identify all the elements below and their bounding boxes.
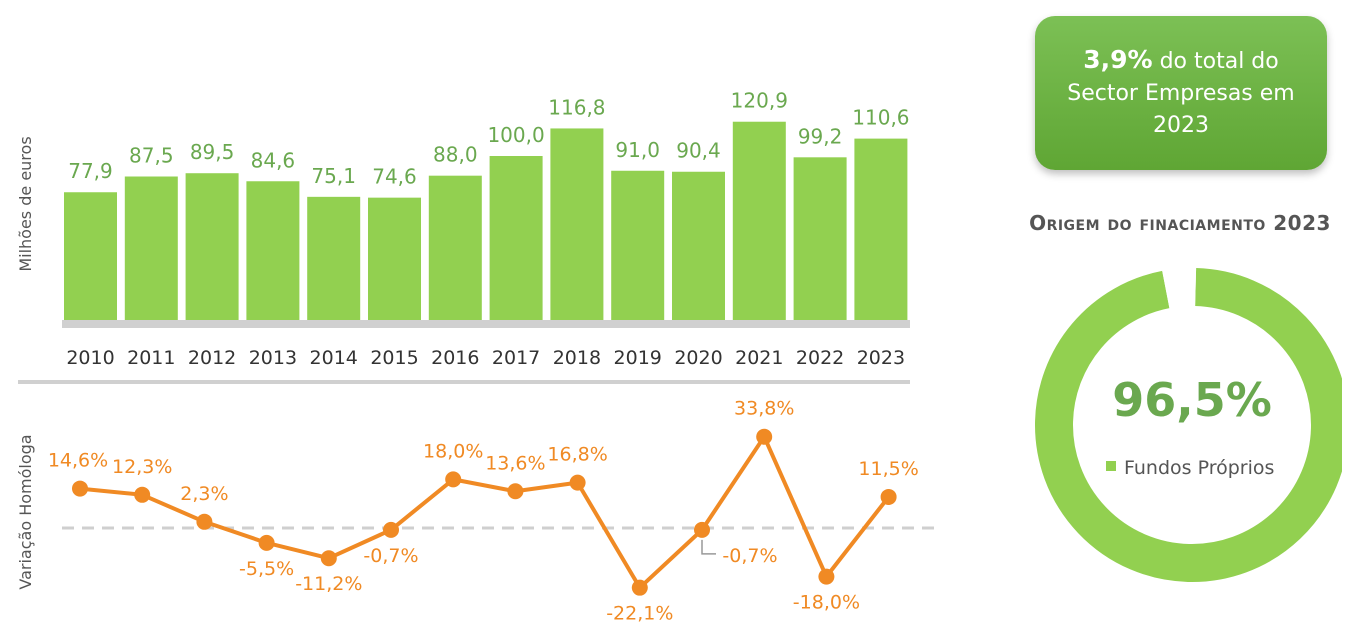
bar-2010 xyxy=(64,192,117,320)
variation-point-2010 xyxy=(72,480,88,497)
year-tick-label: 2015 xyxy=(370,347,418,369)
legend-swatch xyxy=(1106,461,1116,471)
variation-label: -18,0% xyxy=(793,592,860,614)
variation-point-2011 xyxy=(134,486,151,503)
variation-label: -0,7% xyxy=(722,545,777,567)
variation-label: 2,3% xyxy=(180,483,228,505)
donut-slice-fundos-proprios xyxy=(1035,268,1342,582)
year-tick-label: 2019 xyxy=(614,347,662,369)
year-tick-label: 2011 xyxy=(127,347,175,369)
bar-value-label: 116,8 xyxy=(548,95,605,119)
donut-slices xyxy=(1035,268,1342,582)
bar-value-label: 90,4 xyxy=(676,139,721,163)
year-tick-label: 2021 xyxy=(735,347,783,369)
year-tick-label: 2023 xyxy=(857,347,905,369)
line-chart: 14,6% 12,3%2,3%-5,5%-11,2%-0,7%18,0%13,6%… xyxy=(48,398,919,625)
bar-value-label: 75,1 xyxy=(311,164,356,188)
variation-point-2021 xyxy=(756,428,773,445)
bar-value-label: 99,2 xyxy=(798,124,843,148)
variation-label: -5,5% xyxy=(239,558,294,580)
bar-y-axis-title: Milhões de euros xyxy=(16,136,35,271)
bar-2023 xyxy=(854,138,908,320)
bar-value-label: 88,0 xyxy=(433,143,478,167)
year-tick-label: 2010 xyxy=(66,347,114,369)
info-box: 3,9% do total do Sector Empresas em 2023 xyxy=(1035,16,1327,170)
year-tick-label: 2018 xyxy=(553,347,601,369)
variation-label: -0,7% xyxy=(363,545,418,567)
bar-2012 xyxy=(185,173,239,320)
bar-2017 xyxy=(489,156,543,320)
variation-point-2018 xyxy=(569,474,586,491)
year-axis: 2010 2011 2012 2013 2014 2015 2016 2017 2018 2019… xyxy=(66,347,905,369)
bar-2020 xyxy=(672,171,725,320)
donut-chart: 96,5% Fundos Próprios xyxy=(1035,268,1342,582)
variation-point-2020 xyxy=(694,521,710,538)
year-tick-label: 2013 xyxy=(249,347,297,369)
variation-point-2015 xyxy=(383,521,399,538)
year-tick-label: 2022 xyxy=(796,347,844,369)
variation-point-2013 xyxy=(258,534,275,551)
variation-label: 14,6% xyxy=(48,450,108,472)
variation-label: 16,8% xyxy=(547,444,607,466)
line-y-axis-title: Variação Homóloga xyxy=(16,434,35,589)
legend-label: Fundos Próprios xyxy=(1124,457,1274,479)
info-text: do total do Sector Empresas em 2023 xyxy=(1067,49,1295,138)
bar-value-label: 74,6 xyxy=(372,165,417,189)
variation-point-2019 xyxy=(631,579,648,596)
variation-point-2023 xyxy=(880,488,897,505)
bar-value-label: 84,6 xyxy=(251,148,296,172)
year-tick-label: 2020 xyxy=(674,347,722,369)
year-tick-label: 2014 xyxy=(310,347,358,369)
donut-center-label: 96,5% xyxy=(1112,373,1272,427)
variation-label: -11,2% xyxy=(295,573,362,595)
bar-value-label: 120,9 xyxy=(731,89,788,113)
bar-2014 xyxy=(307,196,361,320)
bar-value-label: 110,6 xyxy=(852,106,909,130)
variation-point-2022 xyxy=(818,568,835,585)
year-tick-label: 2012 xyxy=(188,347,236,369)
bar-2015 xyxy=(368,197,421,320)
variation-label: 12,3% xyxy=(112,456,172,478)
variation-label: -22,1% xyxy=(606,603,673,625)
variation-label: 13,6% xyxy=(485,452,545,474)
bar-value-label: 87,5 xyxy=(129,144,174,168)
bar-2011 xyxy=(124,176,178,320)
bar-value-label: 89,5 xyxy=(190,140,235,164)
variation-point-2014 xyxy=(320,550,337,567)
info-highlight: 3,9% xyxy=(1083,45,1153,74)
year-tick-label: 2016 xyxy=(431,347,479,369)
donut-title: Origem do finaciamento 2023 xyxy=(1029,211,1331,235)
bar-2016 xyxy=(428,175,482,320)
variation-point-2016 xyxy=(445,471,462,488)
bar-value-label: 100,0 xyxy=(487,123,544,147)
variation-point-2012 xyxy=(196,513,213,530)
bar-2013 xyxy=(246,181,300,320)
variation-label: 33,8% xyxy=(734,398,794,420)
variation-label: 18,0% xyxy=(423,440,483,462)
label-leader-line xyxy=(701,539,716,555)
variation-line xyxy=(79,434,891,590)
year-tick-label: 2017 xyxy=(492,347,540,369)
variation-point-2017 xyxy=(507,483,524,500)
bar-value-label: 77,9 xyxy=(68,159,113,183)
bar-2019 xyxy=(611,170,665,320)
variation-label: 11,5% xyxy=(858,458,918,480)
bar-2022 xyxy=(793,157,847,320)
bar-2018 xyxy=(550,128,604,320)
bar-value-label: 91,0 xyxy=(615,138,660,162)
bar-2021 xyxy=(732,121,786,320)
